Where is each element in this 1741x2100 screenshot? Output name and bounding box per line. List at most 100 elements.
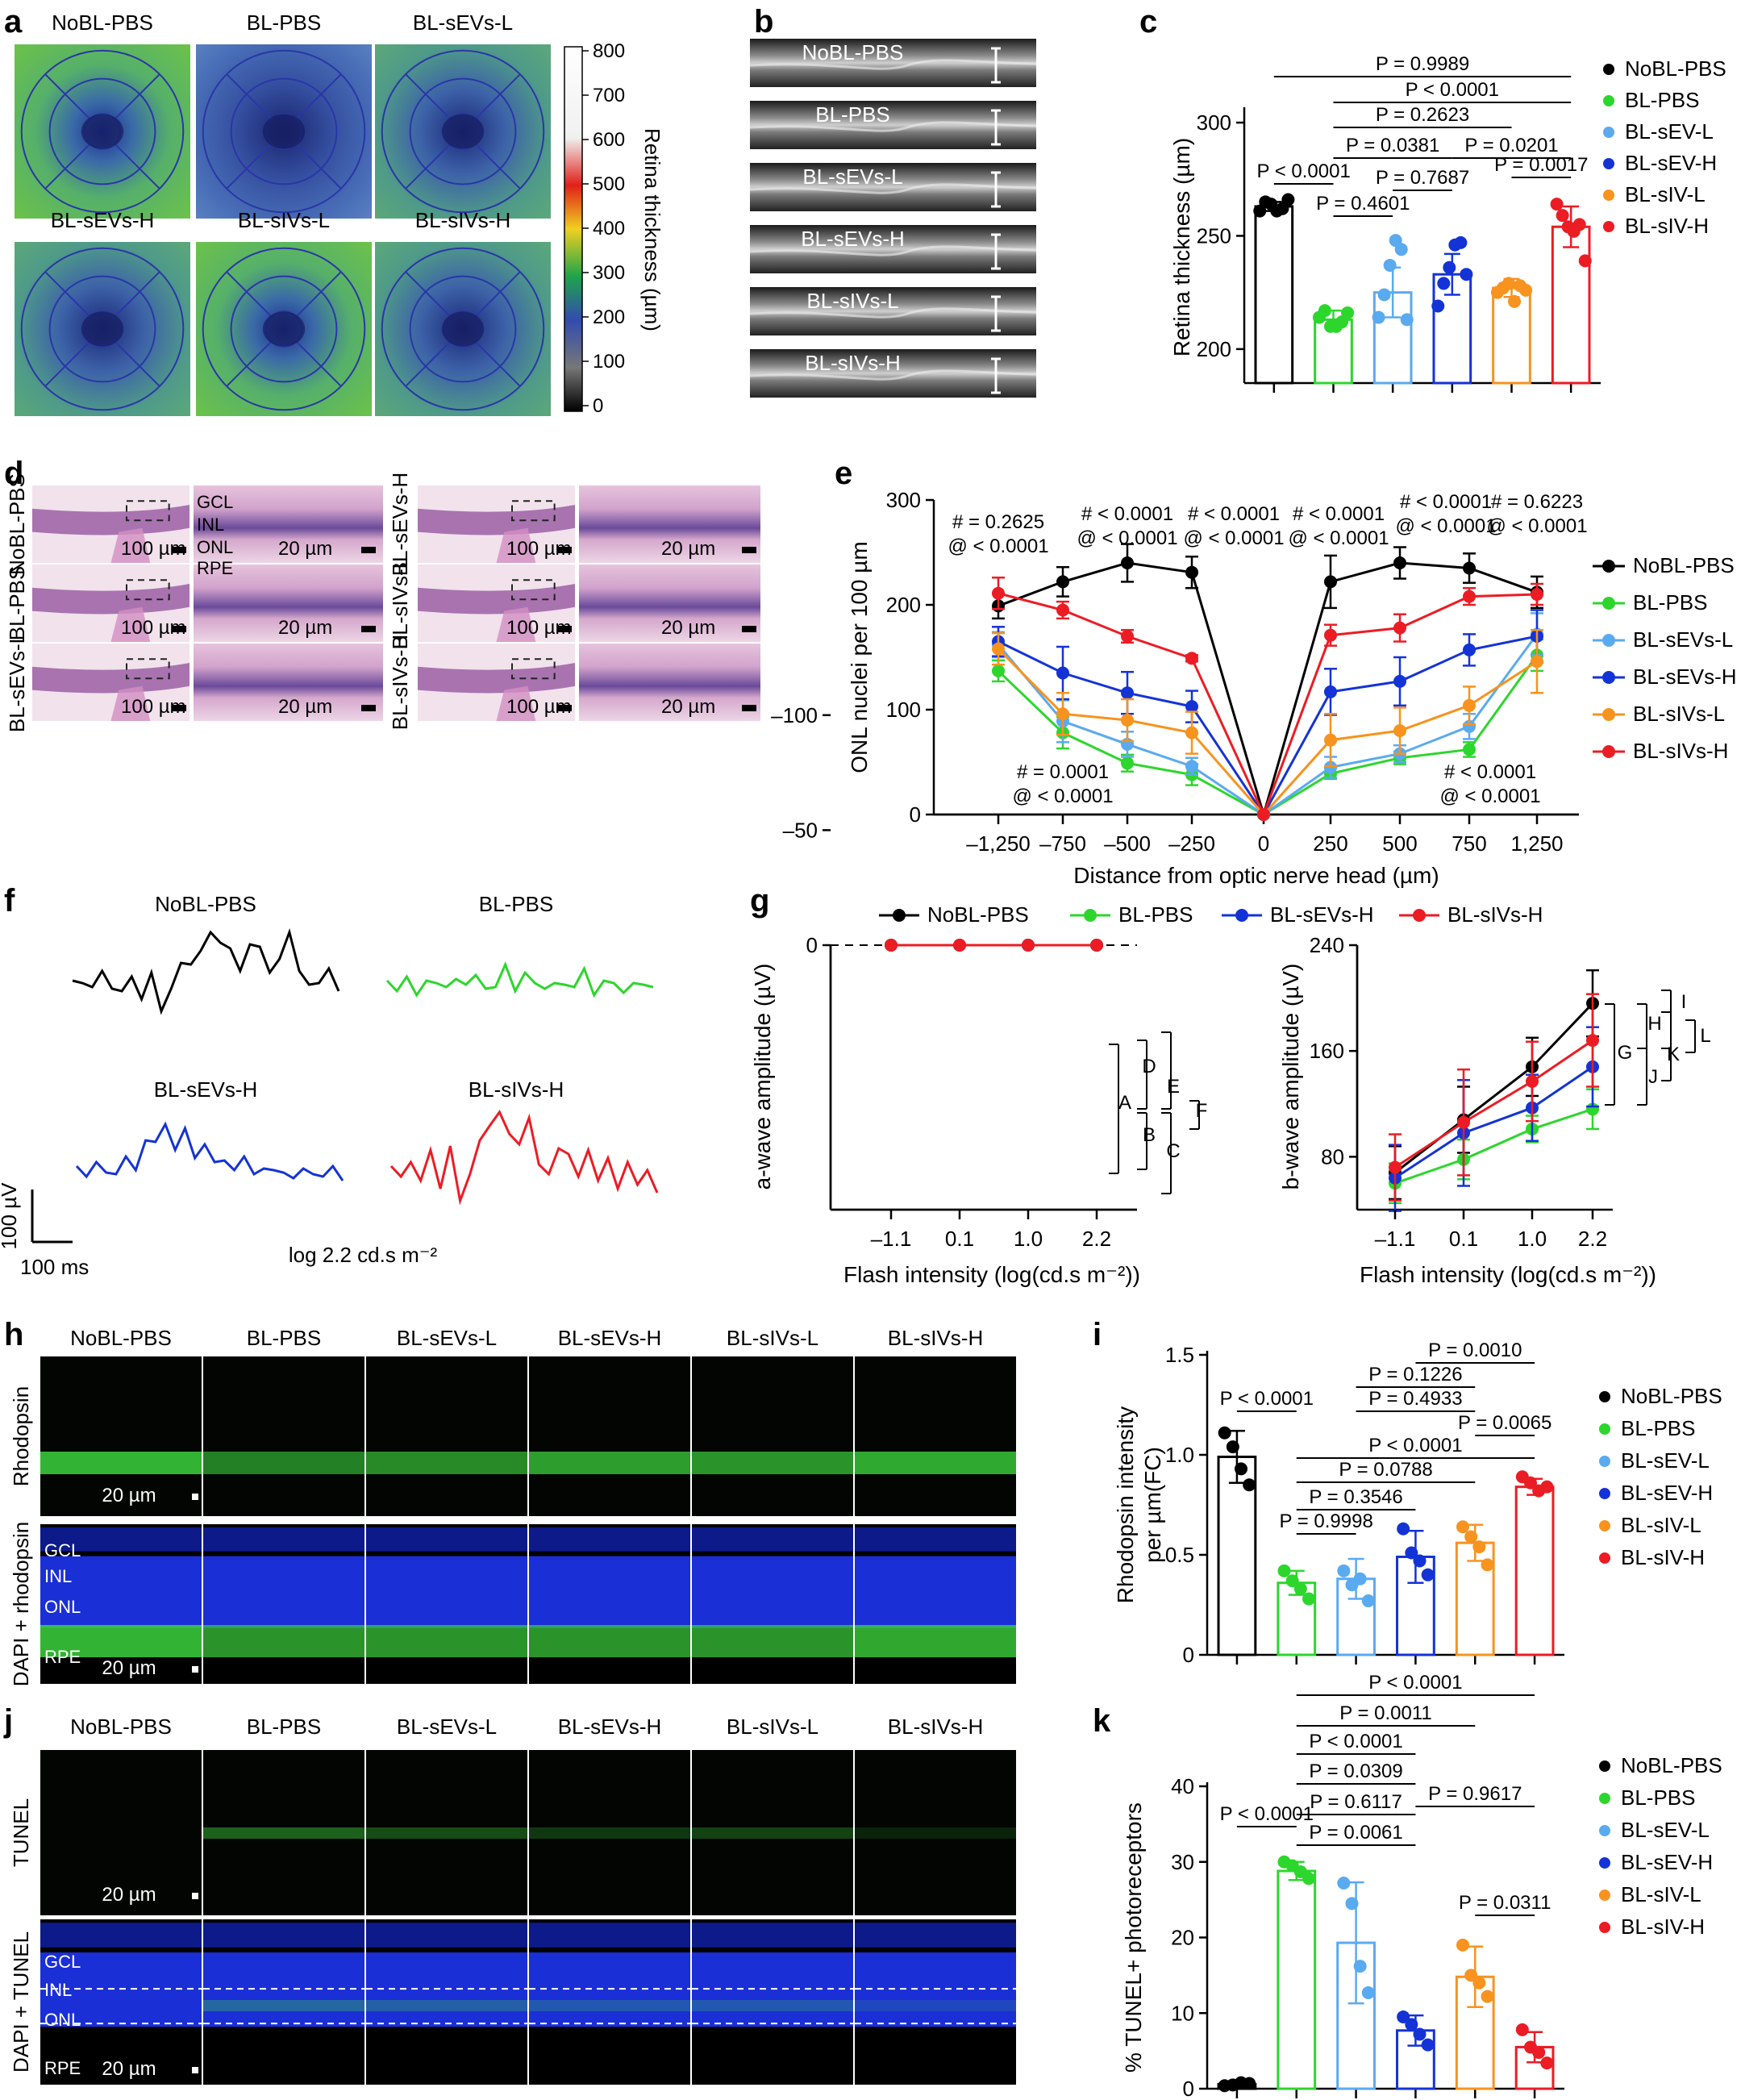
legend-dot bbox=[1603, 64, 1614, 75]
x-tick-label: –1,250 bbox=[966, 831, 1031, 856]
y-tick-label: 0 bbox=[1183, 1643, 1194, 1667]
layer-label: ONL bbox=[44, 2010, 81, 2030]
data-point bbox=[1532, 2046, 1546, 2059]
data-point bbox=[1337, 1564, 1351, 1577]
data-point bbox=[1353, 1572, 1367, 1585]
data-point bbox=[1185, 760, 1198, 773]
legend-label: BL-PBS bbox=[1621, 1416, 1696, 1440]
stain-band bbox=[855, 1452, 1016, 1474]
etdrs-spoke bbox=[295, 340, 342, 387]
layer-label: RPE bbox=[197, 558, 233, 578]
oct-layer bbox=[749, 183, 1037, 194]
inset-box bbox=[511, 658, 556, 680]
etdrs-spoke bbox=[44, 271, 91, 318]
data-point bbox=[1393, 621, 1406, 635]
y-tick-label: 10 bbox=[1171, 2001, 1194, 2025]
retina-band bbox=[418, 663, 575, 694]
erg-trace bbox=[385, 960, 654, 998]
inset-box bbox=[126, 579, 170, 601]
stain-band bbox=[40, 1625, 202, 1657]
retina-layers bbox=[194, 565, 383, 642]
data-point bbox=[1389, 1160, 1402, 1174]
p-value: P = 0.1226 bbox=[1368, 1364, 1462, 1385]
column-title: BL-PBS bbox=[247, 1326, 322, 1350]
data-point bbox=[1056, 666, 1069, 680]
data-point bbox=[1121, 556, 1134, 569]
x-tick-label: –250 bbox=[1168, 831, 1215, 856]
scale-bar bbox=[361, 705, 376, 711]
oct-label: BL-PBS bbox=[815, 102, 890, 127]
layer-label: GCL bbox=[197, 492, 233, 512]
data-point bbox=[1243, 1478, 1256, 1492]
data-point bbox=[1243, 2077, 1256, 2090]
layer-label: RPE bbox=[44, 1647, 81, 1667]
y-tick-label: 40 bbox=[1171, 1774, 1194, 1798]
etdrs-ring bbox=[202, 49, 366, 214]
data-point bbox=[1121, 630, 1134, 643]
data-point bbox=[1481, 1558, 1494, 1572]
etdrs-spoke bbox=[114, 340, 160, 387]
stat-annotation: @ < 0.0001 bbox=[948, 535, 1048, 557]
scale-label: 20 µm bbox=[661, 538, 715, 560]
data-point bbox=[1556, 209, 1569, 223]
gcl-layer bbox=[529, 1923, 690, 1948]
data-point bbox=[1361, 1985, 1375, 1999]
data-point bbox=[1056, 575, 1069, 589]
row-label: NoBL-PBS bbox=[5, 473, 29, 575]
data-point bbox=[1393, 556, 1406, 569]
inset-box bbox=[511, 500, 556, 522]
panel-letter-f: f bbox=[4, 883, 15, 919]
scale-label: 20 µm bbox=[278, 696, 332, 718]
gcl-layer bbox=[529, 1527, 690, 1552]
nuclei-layer bbox=[40, 1952, 202, 2027]
row-label: BL-sIVs-L bbox=[388, 557, 412, 649]
etdrs-ring bbox=[409, 77, 517, 185]
panel-letter-i: i bbox=[1093, 1317, 1102, 1352]
legend-dot bbox=[1602, 634, 1615, 647]
stain-band bbox=[203, 1625, 364, 1657]
p-value: P = 0.7687 bbox=[1376, 167, 1469, 189]
bracket-letter: I bbox=[1681, 991, 1687, 1013]
p-value: P = 0.0381 bbox=[1346, 135, 1439, 156]
optic-nerve bbox=[496, 606, 536, 642]
etdrs-ring bbox=[48, 77, 156, 185]
data-point bbox=[1090, 939, 1103, 952]
data-point bbox=[1463, 698, 1476, 712]
column-title: BL-sIVs-H bbox=[888, 1326, 983, 1350]
p-value: P = 0.0061 bbox=[1309, 1822, 1402, 1844]
data-point bbox=[992, 664, 1005, 677]
panel-letter-c: c bbox=[1139, 4, 1157, 40]
panel-letter-g: g bbox=[750, 883, 769, 919]
bracket-letter: K bbox=[1667, 1044, 1680, 1065]
nuclei-layer bbox=[692, 1556, 853, 1628]
data-point bbox=[1523, 1476, 1537, 1490]
retina-band bbox=[418, 584, 575, 615]
trace-label: BL-sEVs-H bbox=[154, 1077, 258, 1102]
nuclei-layer bbox=[692, 1952, 853, 2027]
data-point bbox=[1218, 1426, 1231, 1440]
etdrs-ring bbox=[230, 77, 338, 185]
legend-label: BL-sIVs-H bbox=[1447, 902, 1543, 927]
x-tick-label: 750 bbox=[1452, 831, 1486, 856]
legend-dot bbox=[1084, 909, 1097, 922]
scale-bar bbox=[557, 626, 572, 632]
data-point bbox=[1421, 1568, 1435, 1581]
fovea-spot bbox=[441, 114, 485, 149]
y-tick-label: 0.5 bbox=[1165, 1543, 1194, 1567]
retina-layers bbox=[579, 565, 760, 642]
data-point bbox=[1454, 235, 1468, 249]
panel-letter-d: d bbox=[4, 456, 23, 491]
stat-annotation: @ < 0.0001 bbox=[1183, 527, 1284, 549]
stain-band bbox=[529, 1625, 690, 1657]
data-point bbox=[1185, 652, 1198, 665]
stain-band bbox=[529, 1452, 690, 1474]
gcl-layer bbox=[40, 1527, 202, 1552]
legend-label: NoBL-PBS bbox=[1621, 1753, 1722, 1777]
p-value: P = 0.4601 bbox=[1316, 193, 1410, 215]
etdrs-spoke bbox=[474, 271, 521, 318]
p-value: P = 0.9617 bbox=[1428, 1783, 1522, 1805]
legend-label: BL-sEV-L bbox=[1621, 1448, 1710, 1473]
data-point bbox=[1463, 743, 1476, 756]
data-point bbox=[1457, 1115, 1470, 1129]
data-point bbox=[1540, 2056, 1554, 2070]
